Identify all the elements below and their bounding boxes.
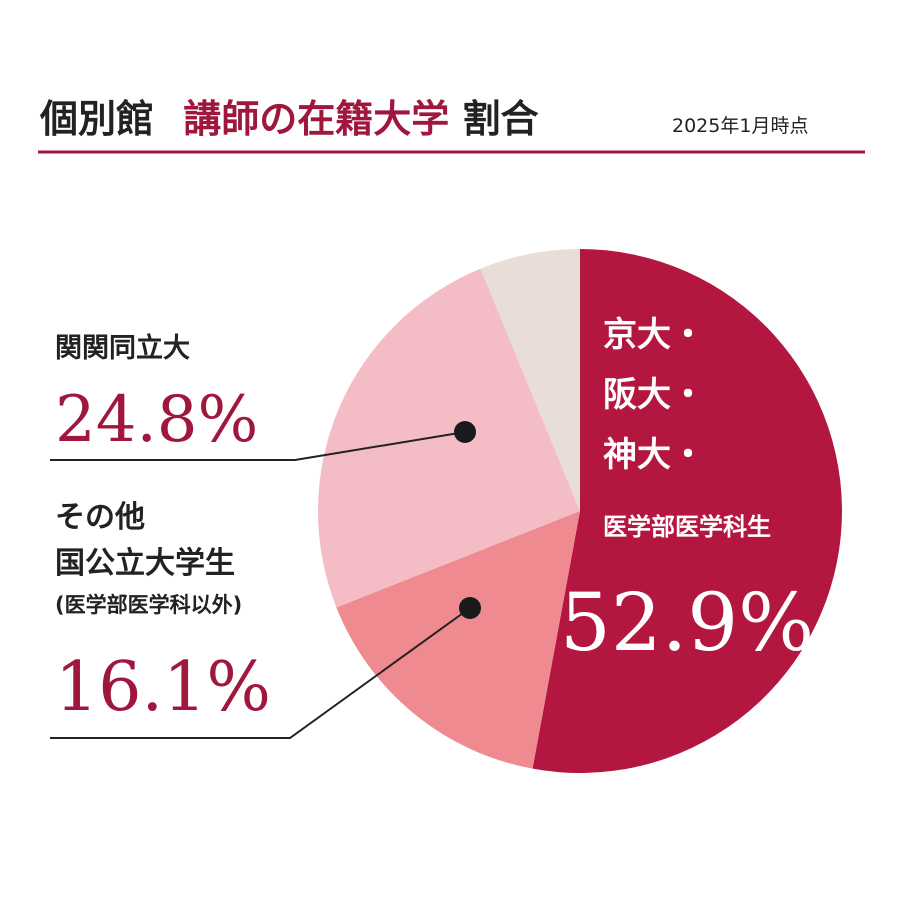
category-label: 阪大・: [603, 375, 705, 415]
value-label: 16.1%: [55, 648, 271, 727]
title-part: 個別館: [39, 96, 154, 141]
leader-line: [50, 431, 466, 461]
pie-slice: [480, 249, 580, 511]
chart-title: 個別館 講師の在籍大学 割合: [39, 96, 539, 141]
category-label: その他: [55, 500, 145, 535]
subtitle: 2025年1月時点: [672, 115, 808, 137]
pie-slice: [336, 511, 580, 769]
title-part: 講師の在籍大学: [183, 96, 449, 141]
category-label: 神大・: [603, 435, 705, 475]
category-label: (医学部医学科以外): [55, 593, 242, 617]
category-label: 京大・: [603, 315, 705, 355]
leader-dot: [454, 421, 476, 443]
value-label: 52.9%: [560, 576, 814, 669]
title-part: 割合: [463, 96, 539, 141]
category-label: 国公立大学生: [55, 546, 235, 581]
leader-line: [50, 607, 471, 739]
category-label: 関関同立大: [55, 332, 190, 364]
pie: [318, 249, 843, 773]
category-label: 医学部医学科生: [603, 513, 771, 541]
leader-dot: [459, 597, 481, 619]
pie-slice: [532, 249, 843, 773]
value-label: 24.8%: [55, 383, 258, 457]
pie-slice: [318, 268, 580, 608]
